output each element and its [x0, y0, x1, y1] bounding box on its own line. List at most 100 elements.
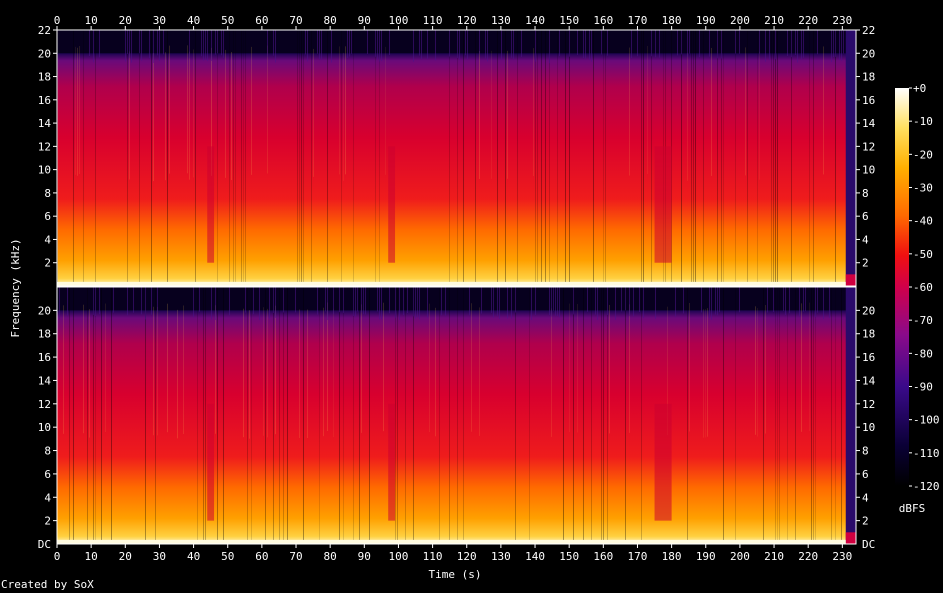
x-tick-label-bottom: 0 — [54, 550, 61, 563]
y-tick-label-left: 8 — [44, 445, 51, 458]
x-tick-label-top: 20 — [119, 14, 132, 27]
y-tick-label-left: 18 — [38, 328, 51, 341]
y-tick-label-right: 20 — [862, 304, 875, 317]
y-tick-label-left: 8 — [44, 187, 51, 200]
colorbar-tick-label: -70 — [913, 314, 933, 327]
x-tick-label-top: 150 — [559, 14, 579, 27]
x-tick-label-top: 10 — [85, 14, 98, 27]
y-tick-label-right: 22 — [862, 24, 875, 37]
colorbar-tick-label: -60 — [913, 281, 933, 294]
x-tick-label-top: 100 — [389, 14, 409, 27]
y-tick-label-right: 12 — [862, 140, 875, 153]
y-tick-label-left: 12 — [38, 398, 51, 411]
x-tick-label-top: 180 — [662, 14, 682, 27]
y-tick-label-left: 20 — [38, 304, 51, 317]
y-tick-label-left: 2 — [44, 515, 51, 528]
colorbar-tick-label: -40 — [913, 215, 933, 228]
colorbar-tick-label: -50 — [913, 248, 933, 261]
y-tick-label-right: 2 — [862, 515, 869, 528]
x-tick-label-top: 50 — [221, 14, 234, 27]
x-tick-label-bottom: 220 — [798, 550, 818, 563]
x-tick-label-bottom: 110 — [423, 550, 443, 563]
y-tick-label-right: 16 — [862, 94, 875, 107]
x-tick-label-top: 60 — [255, 14, 268, 27]
y-tick-label-left: 16 — [38, 94, 51, 107]
y-tick-label-left: 10 — [38, 421, 51, 434]
y-tick-label-left: 6 — [44, 210, 51, 223]
x-tick-label-bottom: 70 — [289, 550, 302, 563]
y-tick-label-right: 8 — [862, 187, 869, 200]
x-tick-label-top: 120 — [457, 14, 477, 27]
y-tick-label-right: 20 — [862, 47, 875, 60]
colorbar-tick-label: -80 — [913, 347, 933, 360]
y-tick-label-right: DC — [862, 538, 875, 551]
y-tick-label-right: 10 — [862, 421, 875, 434]
x-tick-label-top: 220 — [798, 14, 818, 27]
y-tick-label-left: DC — [38, 538, 51, 551]
y-tick-label-left: 6 — [44, 468, 51, 481]
x-tick-label-top: 230 — [832, 14, 852, 27]
x-tick-label-bottom: 60 — [255, 550, 268, 563]
credit-text: Created by SoX — [1, 578, 94, 591]
y-tick-label-left: 14 — [38, 117, 52, 130]
channel-1-spectrogram — [57, 30, 856, 286]
y-tick-label-left: 20 — [38, 47, 51, 60]
x-tick-label-top: 110 — [423, 14, 443, 27]
x-axis-label: Time (s) — [429, 568, 482, 581]
y-tick-label-right: 6 — [862, 210, 869, 223]
x-tick-label-bottom: 170 — [628, 550, 648, 563]
x-tick-label-bottom: 120 — [457, 550, 477, 563]
y-tick-label-right: 6 — [862, 468, 869, 481]
colorbar-tick-label: -100 — [913, 414, 940, 427]
colorbar-tick-label: -120 — [913, 480, 940, 493]
x-tick-label-bottom: 190 — [696, 550, 716, 563]
x-tick-label-bottom: 90 — [358, 550, 371, 563]
y-tick-label-right: 12 — [862, 398, 875, 411]
y-tick-label-right: 4 — [862, 233, 869, 246]
x-tick-label-top: 40 — [187, 14, 200, 27]
y-axis-label: Frequency (kHz) — [9, 238, 22, 337]
x-tick-label-bottom: 200 — [730, 550, 750, 563]
y-tick-label-right: 8 — [862, 445, 869, 458]
y-tick-label-left: 2 — [44, 257, 51, 270]
x-tick-label-top: 130 — [491, 14, 511, 27]
y-tick-label-right: 2 — [862, 257, 869, 270]
colorbar-tick-label: -30 — [913, 182, 933, 195]
y-tick-label-right: 14 — [862, 374, 876, 387]
x-tick-label-bottom: 160 — [593, 550, 613, 563]
x-tick-label-bottom: 150 — [559, 550, 579, 563]
x-tick-label-bottom: 20 — [119, 550, 132, 563]
colorbar-tick-label: -10 — [913, 115, 933, 128]
colorbar — [895, 88, 909, 486]
x-tick-label-top: 170 — [628, 14, 648, 27]
x-tick-label-top: 70 — [289, 14, 302, 27]
channel-2-spectrogram — [57, 287, 856, 544]
x-tick-label-top: 0 — [54, 14, 61, 27]
colorbar-tick-label: -20 — [913, 148, 933, 161]
x-tick-label-top: 210 — [764, 14, 784, 27]
y-tick-label-left: 4 — [44, 491, 51, 504]
y-tick-label-right: 18 — [862, 328, 875, 341]
x-tick-label-top: 200 — [730, 14, 750, 27]
x-tick-label-bottom: 230 — [832, 550, 852, 563]
x-tick-label-bottom: 10 — [85, 550, 98, 563]
y-tick-label-left: 4 — [44, 233, 51, 246]
x-tick-label-bottom: 100 — [389, 550, 409, 563]
x-tick-label-bottom: 180 — [662, 550, 682, 563]
x-tick-label-top: 90 — [358, 14, 371, 27]
colorbar-tick-label: -90 — [913, 381, 933, 394]
x-tick-label-top: 80 — [324, 14, 337, 27]
x-tick-label-bottom: 140 — [525, 550, 545, 563]
x-tick-label-bottom: 30 — [153, 550, 166, 563]
y-tick-label-right: 18 — [862, 71, 875, 84]
y-tick-label-left: 16 — [38, 351, 51, 364]
y-tick-label-right: 16 — [862, 351, 875, 364]
y-tick-label-left: 18 — [38, 71, 51, 84]
x-tick-label-bottom: 130 — [491, 550, 511, 563]
y-tick-label-left: 22 — [38, 24, 51, 37]
y-tick-label-right: 14 — [862, 117, 876, 130]
y-tick-label-right: 10 — [862, 164, 875, 177]
y-tick-label-left: 12 — [38, 140, 51, 153]
y-tick-label-left: 14 — [38, 374, 52, 387]
